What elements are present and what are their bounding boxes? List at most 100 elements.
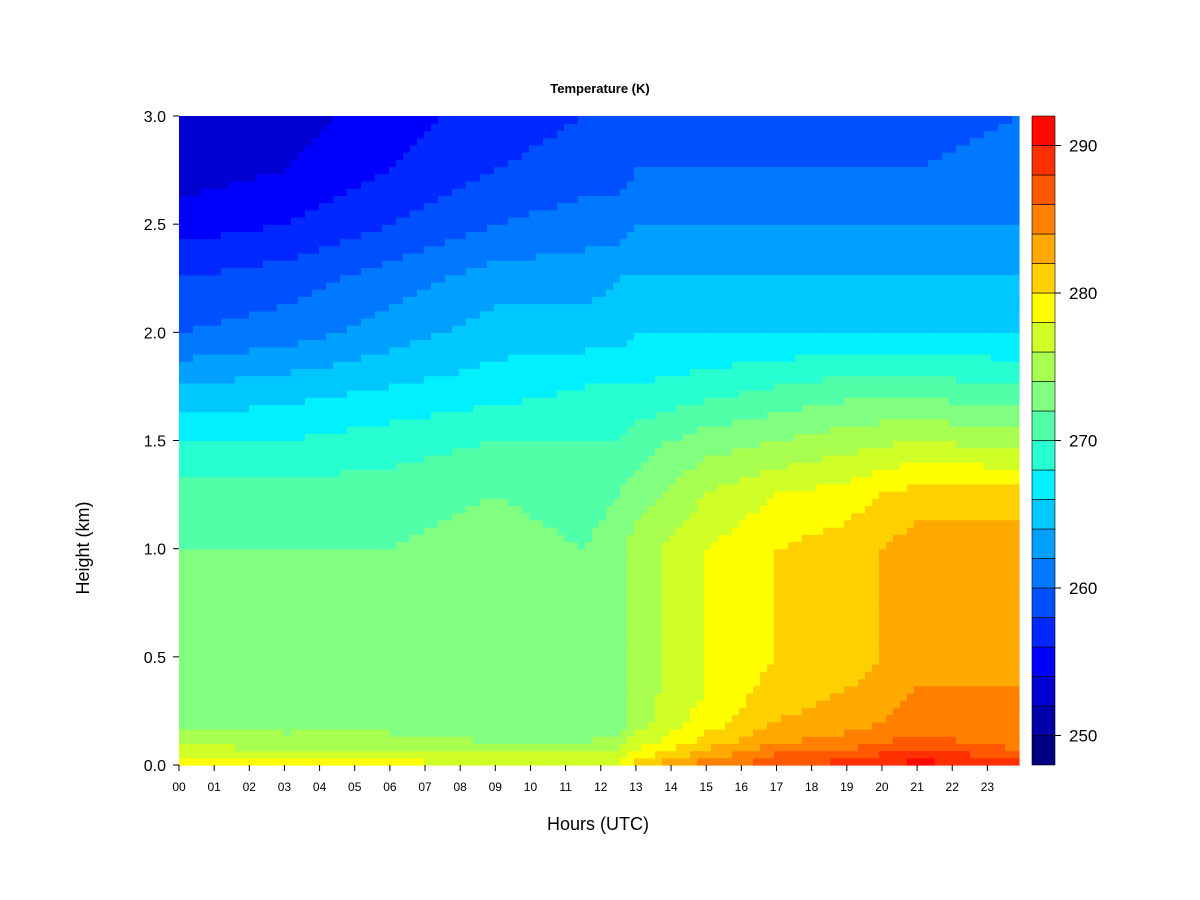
heatmap-cell — [907, 656, 915, 665]
heatmap-cell — [529, 743, 537, 752]
heatmap-cell — [256, 721, 264, 730]
heatmap-cell — [893, 519, 901, 528]
heatmap-cell — [396, 671, 404, 680]
heatmap-cell — [480, 692, 488, 701]
heatmap-cell — [361, 721, 369, 730]
heatmap-cell — [186, 534, 194, 543]
heatmap-cell — [207, 548, 215, 557]
heatmap-cell — [193, 476, 201, 485]
heatmap-cell — [445, 563, 453, 571]
heatmap-cell — [221, 692, 229, 701]
heatmap-cell — [522, 664, 530, 672]
heatmap-cell — [438, 678, 446, 687]
heatmap-cell — [662, 527, 670, 535]
heatmap-cell — [753, 627, 761, 636]
heatmap-cell — [837, 527, 845, 535]
heatmap-cell — [676, 743, 684, 752]
heatmap-cell — [837, 757, 845, 766]
heatmap-cell — [270, 591, 278, 600]
heatmap-cell — [900, 757, 908, 766]
heatmap-cell — [368, 483, 376, 492]
heatmap-cell — [529, 685, 537, 694]
heatmap-cell — [802, 656, 810, 665]
heatmap-cell — [466, 519, 474, 528]
heatmap-cell — [508, 490, 516, 499]
heatmap-cell — [270, 527, 278, 535]
heatmap-cell — [998, 577, 1006, 586]
heatmap-cell — [312, 606, 320, 615]
heatmap-cell — [627, 512, 635, 521]
heatmap-cell — [753, 527, 761, 535]
heatmap-cell — [816, 563, 824, 571]
heatmap-cell — [249, 541, 257, 550]
heatmap-cell — [585, 707, 593, 716]
heatmap-cell — [760, 527, 768, 535]
heatmap-cell — [725, 620, 733, 629]
heatmap-cell — [494, 483, 502, 492]
heatmap-cell — [697, 750, 705, 759]
heatmap-cell — [410, 563, 418, 571]
heatmap-cell — [466, 490, 474, 499]
heatmap-cell — [690, 613, 698, 622]
heatmap-cell — [375, 584, 383, 593]
heatmap-cell — [697, 563, 705, 571]
heatmap-cell — [417, 519, 425, 528]
heatmap-cell — [277, 736, 285, 744]
heatmap-cell — [907, 606, 915, 615]
heatmap-cell — [193, 490, 201, 499]
heatmap-cell — [487, 548, 495, 557]
heatmap-cell — [935, 750, 943, 759]
heatmap-cell — [389, 512, 397, 521]
heatmap-cell — [487, 656, 495, 665]
heatmap-cell — [641, 750, 649, 759]
heatmap-cell — [732, 750, 740, 759]
heatmap-cell — [739, 490, 747, 499]
heatmap-cell — [690, 671, 698, 680]
heatmap-cell — [669, 613, 677, 622]
heatmap-cell — [648, 700, 656, 708]
heatmap-cell — [529, 555, 537, 564]
heatmap-cell — [816, 620, 824, 629]
heatmap-cell — [1005, 656, 1013, 665]
heatmap-cell — [207, 685, 215, 694]
heatmap-cell — [515, 620, 523, 629]
heatmap-cell — [326, 707, 334, 716]
heatmap-cell — [256, 671, 264, 680]
heatmap-cell — [767, 613, 775, 622]
heatmap-cell — [445, 512, 453, 521]
heatmap-cell — [361, 692, 369, 701]
heatmap-cell — [970, 555, 978, 564]
heatmap-cell — [200, 469, 208, 478]
heatmap-cell — [186, 476, 194, 485]
heatmap-cell — [662, 606, 670, 615]
heatmap-cell — [599, 728, 607, 737]
heatmap-cell — [634, 707, 642, 716]
heatmap-cell — [557, 721, 565, 730]
heatmap-cell — [998, 728, 1006, 737]
heatmap-cell — [690, 649, 698, 658]
heatmap-cell — [599, 469, 607, 478]
heatmap-cell — [361, 570, 369, 579]
heatmap-cell — [459, 462, 467, 470]
heatmap-cell — [697, 613, 705, 622]
heatmap-cell — [452, 584, 460, 593]
heatmap-cell — [494, 707, 502, 716]
heatmap-cell — [501, 512, 509, 521]
heatmap-cell — [781, 469, 789, 478]
heatmap-cell — [452, 563, 460, 571]
heatmap-cell — [935, 527, 943, 535]
heatmap-cell — [648, 570, 656, 579]
heatmap-cell — [466, 534, 474, 543]
heatmap-cell — [256, 642, 264, 651]
heatmap-cell — [263, 548, 271, 557]
heatmap-cell — [634, 757, 642, 766]
heatmap-cell — [816, 541, 824, 550]
heatmap-cell — [683, 591, 691, 600]
heatmap-cell — [774, 577, 782, 586]
heatmap-cell — [494, 462, 502, 470]
heatmap-cell — [627, 548, 635, 557]
heatmap-cell — [564, 685, 572, 694]
heatmap-cell — [676, 555, 684, 564]
heatmap-cell — [900, 750, 908, 759]
heatmap-cell — [221, 728, 229, 737]
